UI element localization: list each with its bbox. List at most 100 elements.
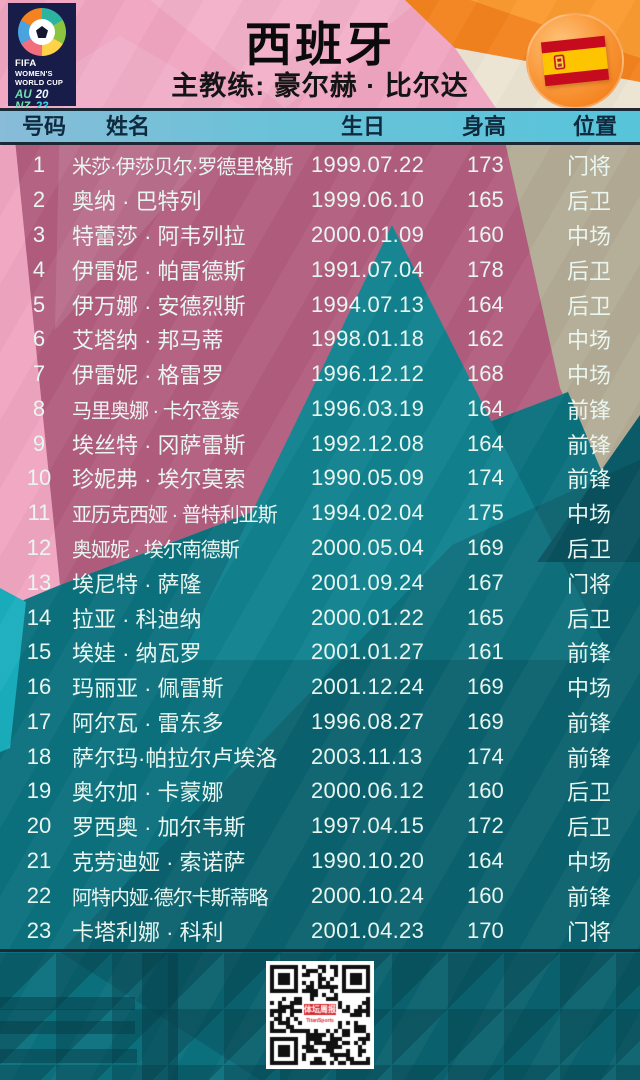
cell-position: 后卫: [567, 536, 612, 562]
spain-flag-icon: [540, 35, 610, 87]
table-header: 号码 姓名 生日 身高 位置: [0, 108, 640, 145]
cell-name: 亚历克西娅 · 普特利亚斯: [72, 504, 278, 527]
cell-birthday: 1999.06.10: [311, 187, 425, 213]
cell-position: 中场: [567, 328, 612, 354]
cell-name: 阿特内娅·德尔卡斯蒂略: [72, 887, 269, 910]
cell-number: 22: [26, 882, 52, 908]
table-row: 14 拉亚 · 科迪纳 2000.01.22 165 后卫: [0, 600, 640, 635]
bg-vertical-bar: [142, 953, 178, 1080]
cell-number: 11: [27, 500, 51, 526]
cell-height: 167: [467, 569, 504, 595]
cell-name: 马里奥娜 · 卡尔登泰: [72, 400, 240, 423]
cell-position: 门将: [567, 154, 612, 180]
table-row: 4 伊雷妮 · 帕雷德斯 1991.07.04 178 后卫: [0, 252, 640, 287]
cell-birthday: 2000.05.04: [311, 534, 425, 560]
bg-stripe: [0, 1049, 137, 1063]
cell-name: 阿尔瓦 · 雷东多: [72, 710, 224, 736]
col-height: 身高: [462, 114, 507, 139]
worldcup-word: WORLD CUP: [15, 78, 64, 88]
cell-number: 9: [32, 430, 46, 456]
table-row: 7 伊雷妮 · 格雷罗 1996.12.12 168 中场: [0, 357, 640, 392]
divider: [0, 949, 640, 952]
cell-position: 前锋: [567, 397, 612, 423]
wwc-emblem-icon: [18, 8, 66, 56]
cell-number: 21: [26, 848, 52, 874]
player-table: 1 米莎·伊莎贝尔·罗德里格斯 1999.07.22 173 门将 2 奥纳 ·…: [0, 148, 640, 948]
cell-name: 奥尔加 · 卡蒙娜: [72, 780, 224, 806]
cell-position: 中场: [567, 223, 612, 249]
cell-position: 前锋: [567, 710, 612, 736]
cell-birthday: 1996.08.27: [311, 708, 425, 734]
cell-position: 前锋: [567, 745, 612, 771]
cell-position: 中场: [567, 502, 612, 528]
cell-height: 169: [467, 534, 504, 560]
cell-name: 萨尔玛·帕拉尔卢埃洛: [72, 745, 278, 771]
cell-name: 米莎·伊莎贝尔·罗德里格斯: [72, 156, 293, 179]
cell-position: 后卫: [567, 606, 612, 632]
cell-height: 160: [467, 221, 504, 247]
bg-stripe: [0, 997, 135, 1010]
cell-number: 7: [32, 361, 46, 387]
cell-height: 170: [467, 917, 504, 943]
womens-word: WOMEN'S: [15, 69, 53, 79]
cell-position: 后卫: [567, 815, 612, 841]
fifa-logo-text: FIFA WOMEN'S WORLD CUP: [8, 58, 76, 87]
cell-number: 3: [32, 221, 46, 247]
table-row: 3 特蕾莎 · 阿韦列拉 2000.01.09 160 中场: [0, 218, 640, 253]
cell-number: 16: [26, 674, 52, 700]
cell-number: 13: [26, 569, 52, 595]
table-row: 9 埃丝特 · 冈萨雷斯 1992.12.08 164 前锋: [0, 426, 640, 461]
cell-name: 卡塔利娜 · 科利: [72, 919, 224, 945]
cell-name: 伊雷妮 · 帕雷德斯: [72, 258, 246, 284]
cell-birthday: 1992.12.08: [311, 430, 425, 456]
cell-height: 162: [467, 326, 504, 352]
cell-name: 埃尼特 · 萨隆: [72, 571, 202, 597]
page-title: 西班牙: [245, 18, 395, 71]
cell-position: 前锋: [567, 641, 612, 667]
cell-height: 164: [467, 291, 504, 317]
cell-number: 10: [26, 465, 52, 491]
table-row: 10 珍妮弗 · 埃尔莫索 1990.05.09 174 前锋: [0, 461, 640, 496]
table-row: 2 奥纳 · 巴特列 1999.06.10 165 后卫: [0, 183, 640, 218]
cell-birthday: 2000.01.22: [311, 604, 425, 630]
cell-name: 玛丽亚 · 佩雷斯: [72, 676, 224, 702]
cell-birthday: 1990.05.09: [311, 465, 425, 491]
cell-height: 169: [467, 674, 504, 700]
cell-height: 174: [467, 743, 504, 769]
cell-number: 20: [26, 813, 52, 839]
cell-birthday: 1990.10.20: [311, 848, 425, 874]
cell-position: 门将: [567, 571, 612, 597]
table-row: 1 米莎·伊莎贝尔·罗德里格斯 1999.07.22 173 门将: [0, 148, 640, 183]
cell-number: 5: [32, 291, 46, 317]
cell-position: 前锋: [567, 467, 612, 493]
table-row: 17 阿尔瓦 · 雷东多 1996.08.27 169 前锋: [0, 705, 640, 740]
cell-number: 1: [32, 152, 46, 178]
cell-number: 15: [26, 639, 52, 665]
col-number: 号码: [22, 114, 67, 139]
cell-name: 特蕾莎 · 阿韦列拉: [72, 223, 246, 249]
cell-height: 178: [467, 256, 504, 282]
cell-number: 19: [26, 778, 52, 804]
football-pentagon-icon: [36, 26, 48, 38]
cell-birthday: 1994.07.13: [311, 291, 425, 317]
cell-height: 164: [467, 848, 504, 874]
cell-birthday: 1991.07.04: [311, 256, 425, 282]
cell-number: 23: [26, 917, 52, 943]
cell-height: 174: [467, 465, 504, 491]
cell-birthday: 2000.01.09: [311, 221, 425, 247]
cell-height: 161: [467, 639, 504, 665]
cell-position: 中场: [567, 363, 612, 389]
cell-birthday: 2001.01.27: [311, 639, 425, 665]
spain-flag-badge: [526, 13, 624, 109]
cell-name: 珍妮弗 · 埃尔莫索: [72, 467, 246, 493]
cell-birthday: 1999.07.22: [311, 152, 425, 178]
cell-birthday: 2003.11.13: [311, 743, 423, 769]
table-row: 19 奥尔加 · 卡蒙娜 2000.06.12 160 后卫: [0, 774, 640, 809]
cell-position: 中场: [567, 676, 612, 702]
badge-au: AU: [15, 89, 32, 102]
cell-position: 后卫: [567, 258, 612, 284]
cell-name: 拉亚 · 科迪纳: [72, 606, 202, 632]
cell-birthday: 1998.01.18: [311, 326, 425, 352]
table-row: 21 克劳迪娅 · 索诺萨 1990.10.20 164 中场: [0, 844, 640, 879]
